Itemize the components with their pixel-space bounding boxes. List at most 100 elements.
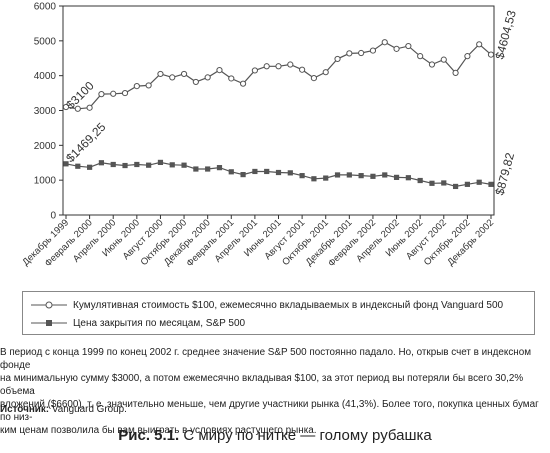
data-point-sp500 — [299, 173, 305, 179]
legend-label-fund: Кумулятивная стоимость $100, ежемесячно … — [73, 299, 504, 311]
data-point-sp500 — [488, 181, 494, 187]
series-layer — [62, 39, 495, 190]
legend-item-fund: Кумулятивная стоимость $100, ежемесячно … — [31, 298, 503, 312]
data-point-fund — [110, 90, 117, 97]
data-point-fund — [98, 91, 105, 98]
legend-square-marker — [31, 320, 67, 326]
data-point-fund — [346, 50, 353, 57]
data-point-fund — [405, 42, 412, 50]
data-point-fund — [216, 66, 223, 74]
data-point-fund — [133, 83, 140, 90]
series-line-1 — [65, 41, 492, 110]
data-point-sp500 — [134, 161, 140, 168]
data-point-sp500 — [252, 168, 258, 175]
data-point-sp500 — [358, 173, 364, 179]
y-tick-label: 5000 — [34, 36, 57, 47]
data-point-sp500 — [122, 162, 128, 169]
data-point-sp500 — [393, 174, 400, 180]
data-point-sp500 — [429, 180, 435, 186]
caption-line: вложений ($6600), т. е. значительно мень… — [0, 399, 539, 423]
data-point-fund — [358, 49, 365, 57]
data-point-fund — [299, 66, 306, 73]
data-point-sp500 — [275, 169, 282, 176]
data-point-sp500 — [63, 161, 69, 167]
data-point-sp500 — [323, 175, 329, 181]
data-point-fund — [275, 63, 282, 70]
annotation-start-sp500: $1469,25 — [63, 120, 109, 166]
data-point-fund — [180, 70, 188, 78]
data-point-fund — [287, 61, 294, 68]
data-point-sp500 — [157, 159, 164, 166]
figure-caption: В период с конца 1999 по конец 2002 г. с… — [0, 346, 550, 437]
figure-number: Рис. 5.1. — [118, 427, 180, 444]
chart-legend: Кумулятивная стоимость $100, ежемесячно … — [22, 291, 535, 335]
figure-title-text: С миру по нитке — голому рубашка — [183, 427, 432, 444]
data-point-fund — [62, 103, 70, 111]
data-point-fund — [322, 69, 329, 76]
y-tick-label: 0 — [50, 211, 56, 222]
data-point-sp500 — [181, 162, 187, 168]
data-point-sp500 — [382, 172, 388, 178]
annotations: $3100 $1469,25 $4604,53 $879,82 — [63, 8, 519, 196]
data-point-sp500 — [193, 166, 199, 172]
data-point-fund — [169, 74, 176, 81]
y-tick-label: 3000 — [34, 106, 57, 117]
data-point-fund — [417, 53, 424, 60]
legend-circle-marker — [31, 301, 67, 309]
caption-line: ким ценам позволила бы вам выиграть в ус… — [0, 425, 317, 436]
data-point-sp500 — [264, 168, 270, 175]
data-point-fund — [251, 67, 258, 74]
annotation-end-sp500: $879,82 — [492, 151, 517, 197]
y-tick-label: 2000 — [34, 141, 57, 152]
data-point-fund — [310, 75, 318, 82]
data-point-sp500 — [205, 166, 211, 172]
data-point-fund — [440, 56, 447, 63]
data-point-fund — [334, 55, 341, 63]
data-point-fund — [476, 41, 483, 48]
data-point-fund — [263, 63, 270, 70]
legend-label-sp500: Цена закрытия по месяцам, S&P 500 — [73, 317, 246, 329]
data-point-sp500 — [334, 172, 341, 178]
data-point-fund — [487, 51, 495, 58]
data-point-fund — [239, 80, 247, 87]
data-point-sp500 — [240, 171, 246, 178]
data-point-sp500 — [98, 160, 105, 166]
data-point-fund — [86, 104, 93, 111]
data-point-sp500 — [370, 173, 376, 179]
figure-title: Рис. 5.1. С миру по нитке — голому рубаш… — [0, 427, 550, 444]
data-point-fund — [157, 70, 164, 78]
data-point-fund — [464, 53, 471, 60]
data-point-sp500 — [476, 179, 482, 185]
data-point-sp500 — [311, 176, 317, 182]
source-value: Vanguard Group. — [51, 404, 127, 415]
y-tick-label: 1000 — [34, 176, 57, 187]
data-point-fund — [192, 78, 199, 86]
data-point-fund — [74, 105, 81, 112]
plot-frame — [62, 5, 495, 216]
data-point-fund — [228, 75, 235, 82]
data-point-sp500 — [228, 169, 234, 175]
data-point-fund — [369, 47, 377, 54]
data-point-sp500 — [110, 161, 116, 168]
data-point-sp500 — [346, 172, 352, 178]
line-chart: 0 1000 2000 3000 4000 5000 6000 Декабрь 1999Фе… — [20, 2, 519, 270]
legend-item-sp500: Цена закрытия по месяцам, S&P 500 — [31, 316, 245, 330]
y-tick-label: 6000 — [34, 2, 57, 13]
y-axis: 0 1000 2000 3000 4000 5000 6000 — [34, 2, 495, 222]
y-tick-label: 4000 — [34, 71, 57, 82]
data-point-sp500 — [464, 181, 470, 187]
data-point-sp500 — [75, 163, 81, 169]
caption-line: на минимальную сумму $3000, а потом ежем… — [0, 373, 524, 397]
data-point-sp500 — [452, 183, 459, 190]
source-label: Источник: — [0, 404, 50, 415]
data-point-sp500 — [146, 162, 152, 168]
caption-line: В период с конца 1999 по конец 2002 г. с… — [0, 347, 531, 371]
data-point-fund — [393, 45, 400, 52]
data-point-sp500 — [417, 177, 423, 184]
data-point-sp500 — [441, 180, 447, 186]
data-point-sp500 — [87, 164, 93, 170]
annotation-end-fund: $4604,53 — [492, 8, 519, 60]
data-point-fund — [121, 89, 129, 97]
source-note: Источник: Vanguard Group. — [0, 404, 127, 415]
